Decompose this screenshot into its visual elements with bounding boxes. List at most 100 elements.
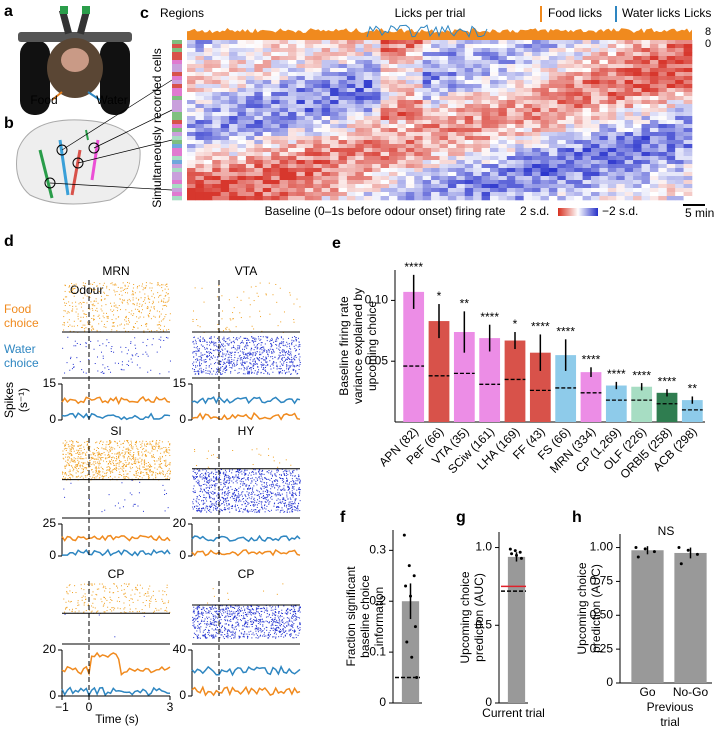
heatmap-cell — [633, 40, 642, 44]
heatmap-cell — [254, 108, 263, 112]
heatmap-cell — [541, 120, 550, 124]
heatmap-cell — [271, 180, 280, 184]
spike-dot — [72, 476, 73, 477]
spike-dot — [86, 302, 87, 303]
heatmap-cell — [229, 140, 238, 144]
spike-dot — [193, 351, 194, 352]
spike-dot — [134, 475, 135, 476]
spike-dot — [235, 476, 236, 477]
spike-dot — [287, 353, 288, 354]
spike-dot — [65, 468, 66, 469]
spike-dot — [218, 367, 219, 368]
heatmap-cell — [423, 188, 432, 192]
spike-dot — [102, 476, 103, 477]
heatmap-cell — [221, 96, 230, 100]
heatmap-cell — [532, 120, 541, 124]
heatmap-cell — [246, 64, 255, 68]
heatmap-cell — [625, 88, 634, 92]
spike-dot — [163, 447, 164, 448]
heatmap-cell — [364, 104, 373, 108]
heatmap-cell — [280, 40, 289, 44]
heatmap-cell — [431, 96, 440, 100]
heatmap-cell — [557, 60, 566, 64]
heatmap-cell — [599, 92, 608, 96]
spike-dot — [291, 484, 292, 485]
heatmap-cell — [524, 148, 533, 152]
spike-dot — [86, 458, 87, 459]
heatmap-cell — [296, 148, 305, 152]
heatmap-cell — [212, 52, 221, 56]
spike-dot — [290, 349, 291, 350]
heatmap-cell — [456, 64, 465, 68]
heatmap-cell — [339, 92, 348, 96]
spike-dot — [282, 352, 283, 353]
heatmap-cell — [330, 72, 339, 76]
heatmap-cell — [212, 144, 221, 148]
heatmap-cell — [667, 140, 676, 144]
heatmap-cell — [212, 116, 221, 120]
spike-dot — [240, 351, 241, 352]
heatmap-cell — [650, 60, 659, 64]
heatmap-cell — [583, 188, 592, 192]
spike-dot — [146, 474, 147, 475]
heatmap-cell — [591, 188, 600, 192]
heatmap-cell — [280, 164, 289, 168]
heatmap-cell — [448, 136, 457, 140]
heatmap-cell — [372, 88, 381, 92]
heatmap-cell — [330, 156, 339, 160]
spike-dot — [124, 319, 125, 320]
heatmap-cell — [599, 116, 608, 120]
heatmap-cell — [271, 52, 280, 56]
heatmap-cell — [642, 140, 651, 144]
heatmap-cell — [507, 168, 516, 172]
spike-dot — [88, 467, 89, 468]
heatmap-cell — [238, 112, 247, 116]
heatmap-cell — [339, 100, 348, 104]
spike-dot — [162, 441, 163, 442]
spike-dot — [163, 318, 164, 319]
heatmap-cell — [212, 188, 221, 192]
heatmap-cell — [440, 188, 449, 192]
spike-dot — [138, 472, 139, 473]
spike-dot — [69, 446, 70, 447]
heatmap-cell — [524, 68, 533, 72]
spike-dot — [120, 444, 121, 445]
spike-dot — [74, 326, 75, 327]
heatmap-cell — [296, 188, 305, 192]
spike-dot — [97, 285, 98, 286]
heatmap-cell — [448, 44, 457, 48]
spike-dot — [108, 318, 109, 319]
spike-dot — [82, 310, 83, 311]
spike-dot — [286, 368, 287, 369]
heatmap-cell — [667, 136, 676, 140]
heatmap-cell — [238, 92, 247, 96]
spike-dot — [252, 449, 253, 450]
heatmap-cell — [431, 52, 440, 56]
spike-dot — [72, 442, 73, 443]
heatmap-cell — [212, 92, 221, 96]
spike-dot — [109, 441, 110, 442]
heatmap-cell — [406, 64, 415, 68]
spike-dot — [79, 465, 80, 466]
spike-dot — [154, 457, 155, 458]
spike-dot — [224, 340, 225, 341]
spike-dot — [215, 345, 216, 346]
spike-dot — [109, 449, 110, 450]
heatmap-cell — [246, 144, 255, 148]
heatmap-cell — [372, 136, 381, 140]
heatmap-cell — [195, 44, 204, 48]
spike-dot — [233, 347, 234, 348]
heatmap-cell — [280, 56, 289, 60]
spike-dot — [76, 286, 77, 287]
spike-dot — [227, 352, 228, 353]
heatmap-cell — [229, 196, 238, 200]
heatmap-cell — [372, 140, 381, 144]
spike-dot — [200, 488, 201, 489]
heatmap-cell — [557, 128, 566, 132]
heatmap-cell — [271, 172, 280, 176]
heatmap-cell — [658, 188, 667, 192]
heatmap-cell — [364, 100, 373, 104]
heatmap-cell — [195, 56, 204, 60]
heatmap-cell — [482, 148, 491, 152]
heatmap-cell — [574, 84, 583, 88]
